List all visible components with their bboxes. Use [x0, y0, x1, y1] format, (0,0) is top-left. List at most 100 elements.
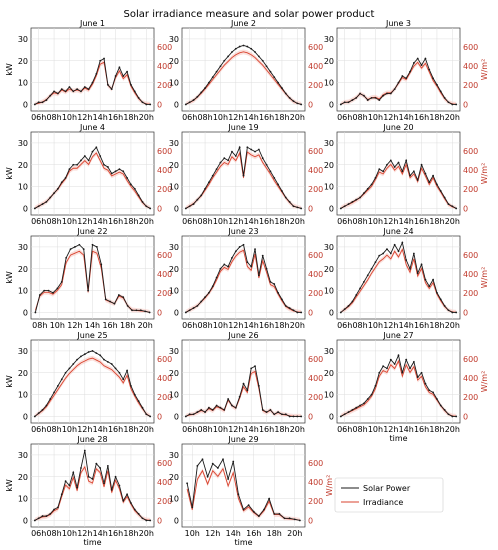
x-tick-label: 20h	[290, 321, 305, 330]
panel-june-28: 06h 08h 10h 12h 14h 16h 18h 20h0102030020040060…	[5, 435, 172, 547]
solar-power-point	[227, 55, 230, 58]
solar-power-point	[292, 415, 295, 418]
solar-power-point	[122, 75, 125, 77]
solar-power-point	[288, 415, 291, 418]
solar-power-point	[405, 358, 408, 361]
solar-power-point	[405, 77, 408, 80]
solar-power-point	[49, 94, 52, 97]
y-tick-label-irradiance: 600	[157, 147, 172, 156]
y-tick-label-irradiance: 0	[463, 100, 468, 109]
y-tick-label-kw: 10	[18, 495, 28, 504]
solar-power-point	[106, 166, 109, 168]
solar-power-point	[49, 512, 52, 515]
y-tick-label-kw: 20	[324, 57, 334, 66]
y-tick-label-kw: 30	[169, 243, 179, 252]
solar-power-point	[122, 170, 125, 173]
y-tick-label-kw: 20	[169, 161, 179, 170]
solar-power-point	[292, 205, 295, 208]
solar-power-point	[41, 101, 44, 104]
x-tick-label: 12h	[383, 425, 398, 434]
x-tick-label: 16h	[108, 113, 123, 122]
y-tick-label-kw: 10	[324, 391, 334, 400]
y-tick-label-irradiance: 200	[308, 393, 323, 402]
solar-power-point	[186, 482, 189, 485]
solar-power-point	[60, 181, 63, 184]
solar-power-point	[347, 411, 350, 413]
solar-power-point	[104, 298, 107, 301]
irradiance-line	[34, 61, 151, 105]
solar-power-point	[68, 86, 71, 88]
solar-power-point	[69, 248, 72, 251]
solar-power-point	[428, 389, 431, 392]
solar-power-point	[451, 103, 454, 106]
y-tick-label-irradiance: 600	[308, 459, 323, 468]
solar-power-point	[99, 59, 102, 62]
solar-power-point	[401, 75, 404, 77]
solar-power-point	[110, 172, 113, 175]
x-tick-label: 12h	[228, 425, 243, 434]
solar-power-point	[118, 66, 121, 69]
solar-power-point	[416, 57, 419, 60]
y-tick-label-irradiance: 200	[308, 81, 323, 90]
y-tick-label-irradiance: 200	[157, 81, 172, 90]
solar-power-point	[72, 163, 75, 166]
y-tick-label-kw: 30	[324, 35, 334, 44]
legend: Solar Power Irradiance	[334, 477, 444, 513]
solar-power-point	[211, 462, 214, 465]
solar-power-point	[269, 170, 272, 173]
solar-power-point	[130, 502, 132, 504]
y-tick-label-kw: 20	[169, 473, 179, 482]
solar-power-point	[223, 59, 226, 62]
solar-power-point	[83, 155, 86, 157]
solar-power-point	[257, 55, 260, 58]
solar-power-point	[386, 163, 388, 166]
solar-power-point	[278, 512, 281, 515]
panel-title: June 29	[227, 435, 258, 444]
y-tick-label-irradiance: 600	[463, 43, 478, 52]
solar-power-point	[80, 467, 82, 469]
plot-frame	[181, 27, 306, 112]
y-tick-label-irradiance: 600	[463, 355, 478, 364]
solar-power-point	[145, 103, 148, 106]
solar-power-point	[250, 47, 253, 50]
solar-power-point	[149, 103, 152, 106]
solar-power-point	[343, 413, 346, 416]
solar-power-point	[393, 88, 396, 91]
solar-power-point	[242, 174, 245, 177]
x-tick-label: 14h	[244, 217, 259, 226]
solar-power-point	[215, 404, 218, 407]
x-tick-label: 10h	[368, 113, 383, 122]
solar-power-point	[366, 99, 369, 101]
solar-power-point	[374, 176, 377, 179]
solar-power-point	[370, 96, 373, 99]
solar-power-point	[436, 183, 438, 186]
solar-power-point	[78, 243, 81, 246]
solar-power-point	[412, 252, 415, 255]
solar-power-point	[91, 478, 94, 480]
irradiance-line	[185, 151, 302, 209]
solar-power-point	[95, 246, 98, 248]
solar-power-point	[238, 246, 241, 248]
x-tick-label: 08h	[352, 425, 367, 434]
solar-power-point	[99, 155, 102, 157]
y-tick-label-kw: 30	[18, 243, 28, 252]
y-tick-label-kw: 30	[18, 35, 28, 44]
solar-power-point	[393, 363, 396, 365]
solar-power-point	[439, 298, 442, 301]
solar-power-point	[113, 302, 116, 305]
solar-power-point	[145, 413, 148, 416]
solar-power-point	[60, 280, 63, 283]
panels: 06h 08h 10h 12h 14h 16h 18h 20h0102030020040060…	[5, 19, 489, 547]
solar-power-point	[284, 92, 287, 95]
solar-power-point	[420, 263, 423, 266]
x-tick-label: 12h	[383, 321, 398, 330]
solar-power-point	[298, 519, 301, 522]
solar-power-point	[208, 81, 210, 84]
y-tick-label-kw: 0	[174, 516, 179, 525]
y-tick-label-irradiance: 400	[157, 166, 172, 175]
y-tick-label-kw: 0	[174, 308, 179, 317]
panel-title: June 24	[382, 227, 413, 236]
solar-power-point	[184, 103, 187, 106]
solar-power-point	[72, 90, 75, 93]
solar-power-point	[145, 519, 148, 522]
